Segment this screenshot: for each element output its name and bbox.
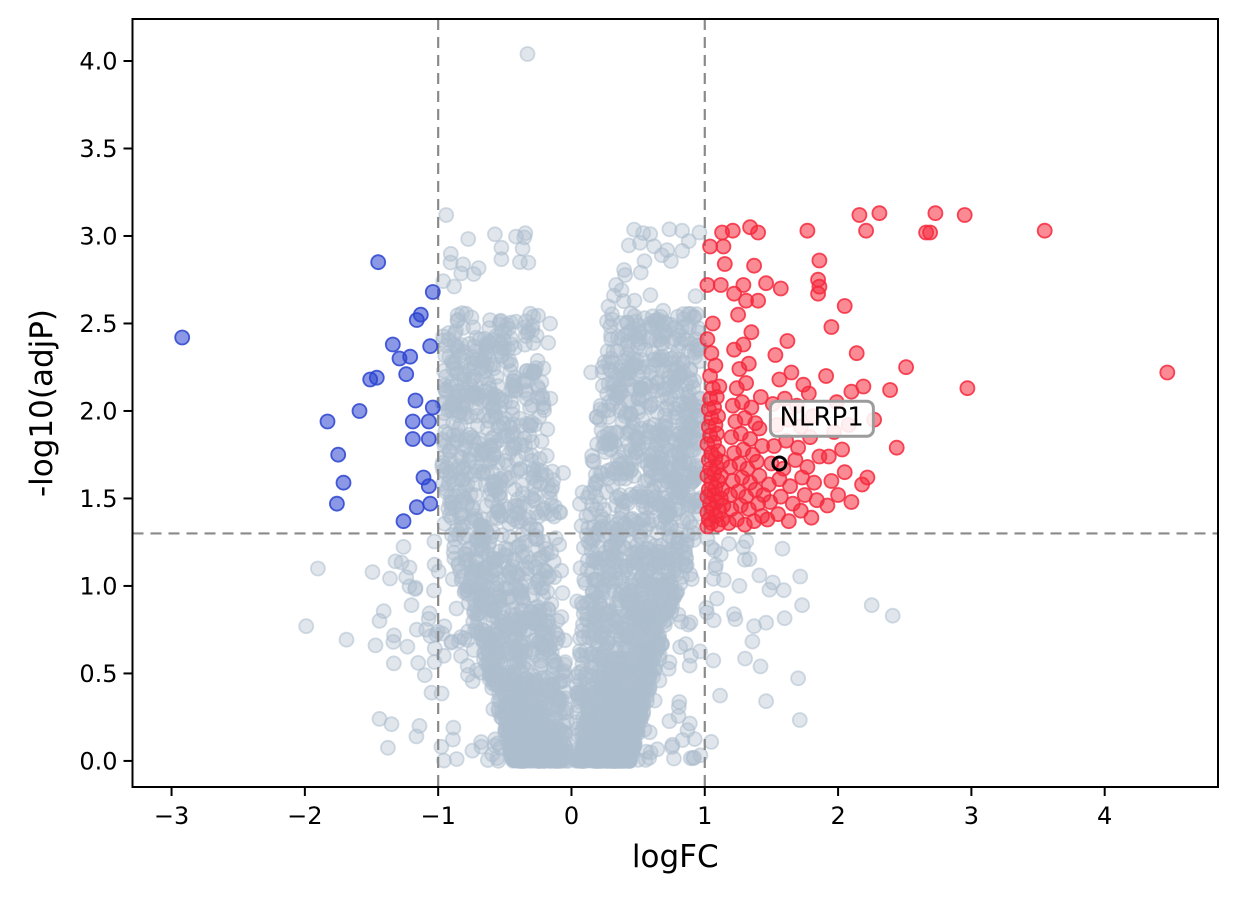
x-tick-label: −1 [420,802,455,830]
y-tick-label: 2.5 [79,310,117,338]
x-tick-label: −2 [287,802,322,830]
axes: −3 −2 −1 0 1 2 3 4 0.0 0.5 1.0 1.5 2.0 2.5 3.0 3.5 4.0 [79,18,1219,830]
gene-annotation-label: NLRP1 [768,399,875,439]
x-tick-label: 2 [830,802,845,830]
x-tick-label: 3 [964,802,979,830]
y-tick-label: 4.0 [79,47,117,75]
y-tick-label: 1.5 [79,485,117,513]
series-up-regulated [699,205,1176,535]
annotated-point-marker [771,455,788,472]
y-tick-label: 3.0 [79,222,117,250]
y-tick-label: 1.0 [79,572,117,600]
y-tick-label: 0.0 [79,747,117,775]
y-tick-label: 2.0 [79,397,117,425]
y-tick-label: 0.5 [79,660,117,688]
x-tick-label: 4 [1097,802,1112,830]
x-tick-label: 0 [564,802,579,830]
x-axis-label: logFC [631,839,719,875]
series-down-regulated [174,254,441,530]
x-tick-label: −3 [154,802,189,830]
y-axis-label: -log10(adjP) [24,308,60,498]
x-tick-label: 1 [697,802,712,830]
y-tick-label: 3.5 [79,135,117,163]
